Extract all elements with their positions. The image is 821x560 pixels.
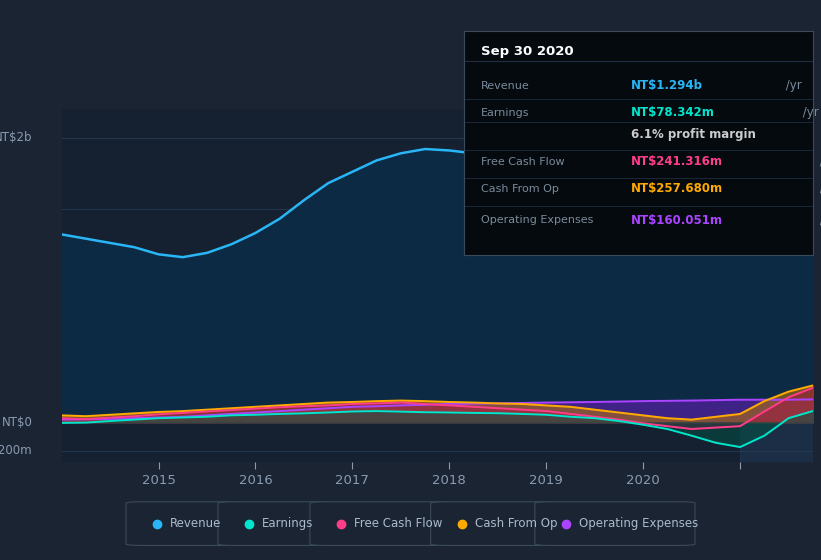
Text: Earnings: Earnings bbox=[481, 108, 530, 118]
Text: Revenue: Revenue bbox=[171, 517, 222, 530]
FancyBboxPatch shape bbox=[126, 502, 241, 545]
FancyBboxPatch shape bbox=[218, 502, 333, 545]
Text: /yr: /yr bbox=[815, 213, 821, 227]
Bar bbox=[740, 109, 813, 462]
Text: 6.1% profit margin: 6.1% profit margin bbox=[631, 128, 756, 142]
Text: NT$257.680m: NT$257.680m bbox=[631, 182, 723, 195]
FancyBboxPatch shape bbox=[535, 502, 695, 545]
FancyBboxPatch shape bbox=[310, 502, 454, 545]
Text: Cash From Op: Cash From Op bbox=[481, 184, 559, 194]
Text: /yr: /yr bbox=[782, 79, 802, 92]
Text: Operating Expenses: Operating Expenses bbox=[580, 517, 699, 530]
Text: Operating Expenses: Operating Expenses bbox=[481, 215, 594, 225]
Text: NT$241.316m: NT$241.316m bbox=[631, 155, 723, 169]
Text: /yr: /yr bbox=[815, 182, 821, 195]
Text: NT$78.342m: NT$78.342m bbox=[631, 106, 715, 119]
Text: Free Cash Flow: Free Cash Flow bbox=[481, 157, 565, 167]
Text: Free Cash Flow: Free Cash Flow bbox=[355, 517, 443, 530]
Text: /yr: /yr bbox=[799, 106, 819, 119]
Text: -NT$200m: -NT$200m bbox=[0, 444, 33, 457]
Text: NT$1.294b: NT$1.294b bbox=[631, 79, 704, 92]
Text: Cash From Op: Cash From Op bbox=[475, 517, 557, 530]
FancyBboxPatch shape bbox=[430, 502, 558, 545]
Text: Earnings: Earnings bbox=[263, 517, 314, 530]
Text: NT$2b: NT$2b bbox=[0, 131, 33, 144]
Text: Revenue: Revenue bbox=[481, 81, 530, 91]
Text: Sep 30 2020: Sep 30 2020 bbox=[481, 45, 574, 58]
Text: /yr: /yr bbox=[815, 155, 821, 169]
Text: NT$0: NT$0 bbox=[2, 416, 33, 428]
Text: NT$160.051m: NT$160.051m bbox=[631, 213, 723, 227]
